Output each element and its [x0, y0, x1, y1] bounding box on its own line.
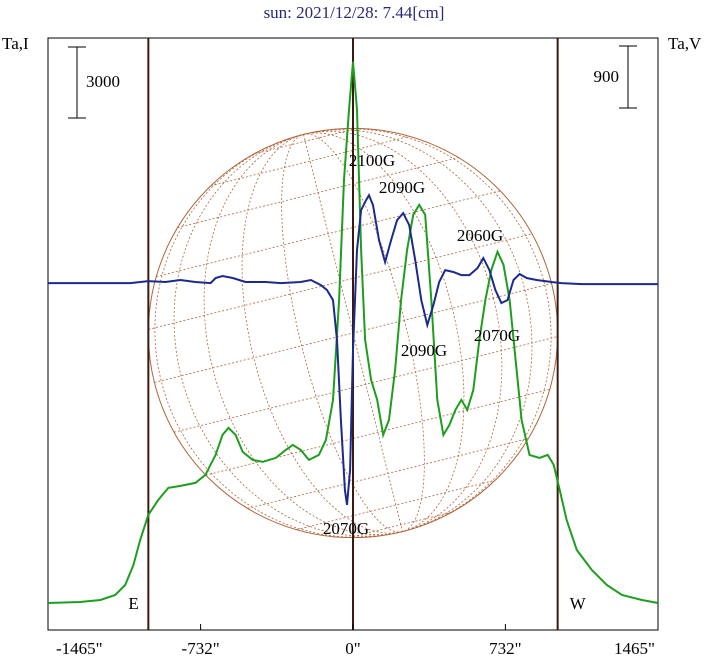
y-axis-label: Ta,I [2, 34, 29, 53]
annotation: 2070G [323, 519, 369, 538]
x-tick-label: -1465" [56, 639, 103, 658]
chart-title: sun: 2021/12/28: 7.44[cm] [264, 3, 445, 22]
x-tick-label: 0" [345, 639, 360, 658]
series-line [48, 192, 658, 506]
latitude-line [253, 127, 357, 155]
annotation: 2100G [349, 151, 395, 170]
scale-bar2-label: 900 [594, 67, 620, 86]
meridian [154, 128, 552, 538]
x-tick-label: 1465" [614, 639, 655, 658]
latitude-line [349, 511, 453, 539]
limb-label: E [128, 594, 138, 613]
scale-bar-label: 3000 [86, 72, 120, 91]
x-tick-label: 732" [489, 639, 521, 658]
series-line [47, 61, 659, 604]
latitude-line [177, 157, 459, 228]
annotation: 2070G [474, 326, 520, 345]
annotation: 2090G [401, 341, 447, 360]
latitude-line [205, 389, 550, 476]
annotation: 2090G [379, 178, 425, 197]
x-tick-label: -732" [182, 639, 220, 658]
annotation: 2060G [457, 226, 503, 245]
y2-axis-label: Ta,V [668, 34, 702, 53]
limb-label: W [570, 594, 587, 613]
latitude-line [156, 190, 501, 277]
